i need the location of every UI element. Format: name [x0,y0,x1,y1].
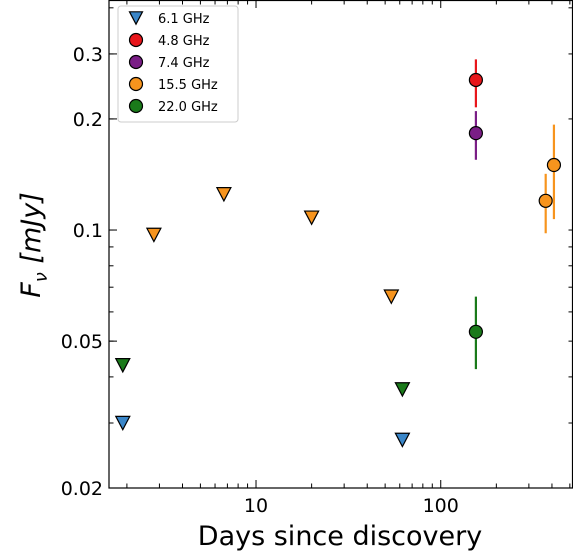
upper-limit-point [303,210,320,226]
y-tick-label: 0.2 [73,109,103,131]
legend-label: 15.5 GHz [158,78,218,93]
series-6-1-ghz [114,415,411,448]
y-axis-title-main: F [16,282,47,298]
y-tick-label: 0.02 [61,478,103,500]
upper-limit-point [145,227,162,243]
upper-limit-point [215,187,232,203]
legend-marker [128,54,144,70]
legend-box [117,5,239,123]
detection-point [468,72,483,88]
series-15-5-ghz [145,124,562,305]
upper-limit-point [114,415,131,431]
legend: 6.1 GHz 4.8 GHz 7.4 GHz 15.5 GHz 22.0 GHz [117,5,239,123]
y-axis-title-sub: ν [31,272,52,282]
y-tick-label: 0.3 [73,44,103,66]
legend-marker [128,76,144,92]
y-tick-label: 0.05 [61,331,103,353]
upper-limit-point [394,382,411,398]
y-axis-title-unit: [mJy] [16,192,47,272]
x-axis-title: Days since discovery [198,521,482,552]
detection-point [538,193,553,208]
legend-label: 22.0 GHz [158,100,218,115]
x-tick-label: 100 [423,495,459,517]
legend-label: 7.4 GHz [158,56,210,71]
upper-limit-point [383,289,400,305]
y-tick-label: 0.1 [73,220,103,242]
legend-marker [128,98,144,114]
axis-ticks: 10 100 0.02 0.05 0.1 0.2 0.3 [61,0,573,517]
series-4-8-ghz [468,59,483,108]
upper-limit-point [114,358,131,374]
y-axis-title: Fν [mJy] [16,192,52,298]
series-22-0-ghz [114,296,483,398]
legend-label: 4.8 GHz [158,34,210,49]
detection-point [468,324,483,339]
legend-marker [128,11,144,26]
x-tick-label: 10 [244,495,268,517]
detection-point [468,126,483,141]
series-7-4-ghz [468,111,483,160]
legend-marker [128,32,144,48]
upper-limit-point [394,432,411,448]
data-layer [114,59,562,448]
detection-point [546,157,562,173]
legend-label: 6.1 GHz [158,12,210,27]
